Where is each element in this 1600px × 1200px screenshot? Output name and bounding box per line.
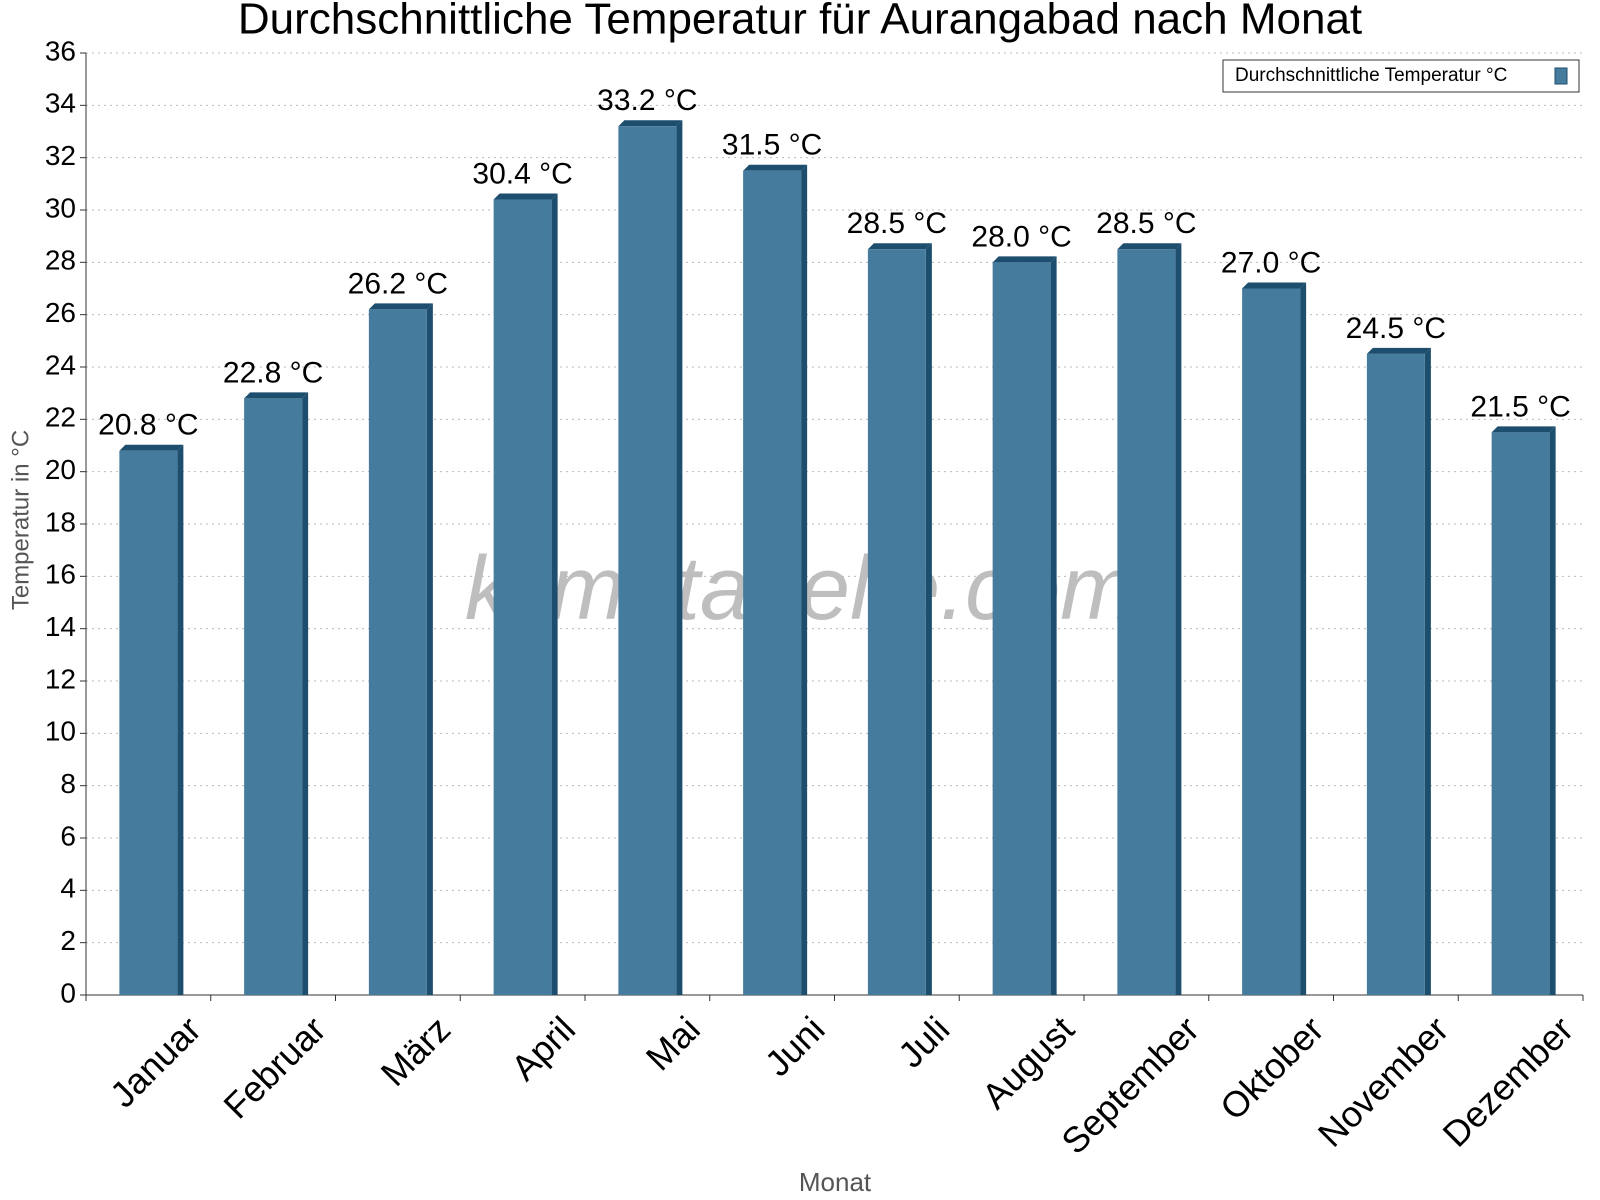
bar-side bbox=[551, 193, 558, 996]
bar-side bbox=[1300, 282, 1307, 995]
bar bbox=[493, 199, 552, 996]
bar-group bbox=[368, 303, 433, 995]
bar-group bbox=[992, 256, 1057, 995]
bar-side bbox=[1175, 243, 1182, 995]
x-tick-label: Dezember bbox=[1435, 1008, 1581, 1154]
bar-top bbox=[867, 243, 932, 250]
y-tick-label: 22 bbox=[45, 402, 76, 433]
x-tick-label: Mai bbox=[638, 1008, 708, 1078]
bar bbox=[1491, 432, 1550, 996]
bar bbox=[1366, 353, 1425, 996]
y-tick-label: 4 bbox=[60, 873, 76, 904]
bar bbox=[1242, 288, 1301, 995]
y-tick-label: 12 bbox=[45, 663, 76, 694]
y-tick-label: 20 bbox=[45, 454, 76, 485]
value-label: 28.5 °C bbox=[1096, 207, 1196, 240]
bar-group bbox=[244, 392, 309, 995]
x-tick-label: Oktober bbox=[1212, 1008, 1332, 1128]
bar-side bbox=[177, 444, 184, 995]
value-label: 28.0 °C bbox=[971, 220, 1071, 253]
bar-group bbox=[1117, 243, 1182, 995]
legend-label: Durchschnittliche Temperatur °C bbox=[1235, 65, 1507, 86]
bar-group bbox=[493, 193, 558, 996]
bar bbox=[743, 170, 802, 995]
legend-box bbox=[1222, 59, 1580, 93]
bar-group bbox=[119, 444, 184, 995]
bar-top bbox=[992, 256, 1057, 263]
y-tick-label: 16 bbox=[45, 559, 76, 590]
bar-top bbox=[368, 303, 433, 310]
x-tick-label: Juni bbox=[757, 1008, 833, 1084]
x-tick-label: November bbox=[1310, 1008, 1456, 1154]
bar-group bbox=[743, 164, 808, 995]
y-tick-label: 32 bbox=[45, 140, 76, 171]
bar-group bbox=[1242, 282, 1307, 995]
y-tick-label: 0 bbox=[60, 977, 76, 1008]
value-label: 27.0 °C bbox=[1221, 246, 1321, 279]
bar bbox=[618, 126, 677, 996]
y-tick-label: 6 bbox=[60, 820, 76, 851]
y-tick-label: 24 bbox=[45, 349, 76, 380]
x-tick-label: Januar bbox=[102, 1008, 209, 1115]
value-label: 31.5 °C bbox=[722, 129, 822, 162]
value-label: 21.5 °C bbox=[1470, 390, 1570, 423]
bar bbox=[244, 398, 303, 995]
y-tick-label: 36 bbox=[45, 35, 76, 66]
y-axis-title: Temperatur in °C bbox=[7, 430, 34, 610]
y-tick-label: 2 bbox=[60, 925, 76, 956]
value-label: 20.8 °C bbox=[98, 409, 198, 442]
value-label: 22.8 °C bbox=[223, 356, 323, 389]
bar bbox=[1117, 249, 1176, 995]
x-tick-label: August bbox=[974, 1008, 1082, 1116]
y-tick-label: 18 bbox=[45, 506, 76, 537]
x-tick-label: Februar bbox=[215, 1008, 333, 1126]
y-tick-label: 14 bbox=[45, 611, 76, 642]
bar-side bbox=[676, 120, 683, 996]
bar-side bbox=[426, 303, 433, 995]
bar-side bbox=[801, 164, 808, 995]
bar-top bbox=[618, 120, 683, 127]
value-label: 26.2 °C bbox=[348, 267, 448, 300]
bar-side bbox=[302, 392, 309, 995]
y-tick-label: 10 bbox=[45, 716, 76, 747]
value-label: 28.5 °C bbox=[847, 207, 947, 240]
bar-group bbox=[867, 243, 932, 995]
y-tick-label: 30 bbox=[45, 192, 76, 223]
bar-top bbox=[493, 193, 558, 200]
x-tick-label: April bbox=[503, 1008, 583, 1088]
bar-top bbox=[1242, 282, 1307, 289]
bar-group bbox=[1366, 347, 1431, 996]
bar bbox=[992, 262, 1051, 995]
bar-top bbox=[1117, 243, 1182, 250]
bar-top bbox=[244, 392, 309, 399]
y-tick-label: 8 bbox=[60, 768, 76, 799]
bar-group bbox=[618, 120, 683, 996]
bar-group bbox=[1491, 426, 1556, 996]
bar-side bbox=[925, 243, 932, 995]
x-tick-label: Juli bbox=[890, 1008, 957, 1075]
bar bbox=[119, 450, 178, 995]
value-label: 24.5 °C bbox=[1346, 312, 1446, 345]
legend-swatch bbox=[1554, 67, 1568, 85]
bar-side bbox=[1424, 347, 1431, 996]
y-tick-label: 28 bbox=[45, 245, 76, 276]
bar-top bbox=[743, 164, 808, 171]
value-label: 30.4 °C bbox=[472, 157, 572, 190]
x-tick-label: September bbox=[1053, 1008, 1207, 1162]
bar-top bbox=[119, 444, 184, 451]
bar-side bbox=[1050, 256, 1057, 995]
bar-top bbox=[1366, 347, 1431, 354]
bar bbox=[368, 309, 427, 995]
y-tick-label: 26 bbox=[45, 297, 76, 328]
value-label: 33.2 °C bbox=[597, 84, 697, 117]
x-tick-label: März bbox=[373, 1008, 459, 1094]
y-tick-label: 34 bbox=[45, 88, 76, 119]
x-axis-title: Monat bbox=[799, 1167, 872, 1197]
chart-title: Durchschnittliche Temperatur für Auranga… bbox=[238, 0, 1362, 44]
bar bbox=[867, 249, 926, 995]
bar-side bbox=[1549, 426, 1556, 996]
bar-top bbox=[1491, 426, 1556, 433]
